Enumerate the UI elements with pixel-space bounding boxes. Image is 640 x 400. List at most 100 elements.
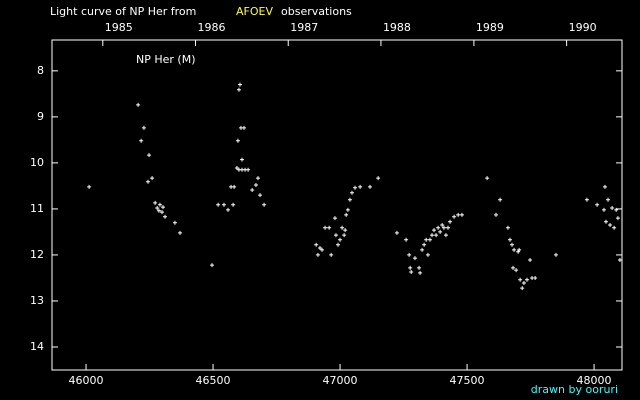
data-point <box>528 258 533 262</box>
data-point <box>412 256 417 261</box>
data-point <box>440 223 445 228</box>
data-point <box>533 275 538 280</box>
title-part: AFOEV <box>236 5 273 18</box>
data-point <box>256 176 261 181</box>
x2-tick-label: 1986 <box>198 21 226 34</box>
data-point <box>221 202 226 207</box>
data-point <box>258 193 263 198</box>
data-point <box>336 242 341 247</box>
data-point <box>420 247 425 252</box>
data-point <box>157 202 162 207</box>
data-point <box>418 270 423 275</box>
data-point <box>521 281 526 286</box>
y-tick-label: 9 <box>37 110 44 123</box>
data-point <box>347 197 352 202</box>
data-point <box>485 176 490 181</box>
data-point <box>617 258 622 262</box>
data-point <box>443 233 448 238</box>
data-point <box>368 184 373 189</box>
data-point <box>338 237 343 242</box>
x2-tick-label: 1985 <box>105 21 133 34</box>
data-point <box>147 153 152 158</box>
data-point <box>320 247 325 252</box>
data-point <box>87 184 92 189</box>
data-point <box>178 230 183 235</box>
data-point <box>606 197 611 202</box>
data-point <box>329 252 334 257</box>
data-point <box>608 223 613 228</box>
data-point <box>553 252 558 257</box>
data-point <box>342 233 347 238</box>
credit: drawn by ooruri <box>531 383 618 396</box>
y-tick-label: 8 <box>37 64 44 77</box>
data-point <box>161 205 166 210</box>
data-point <box>510 242 515 247</box>
data-point <box>343 228 348 233</box>
data-point <box>441 225 446 230</box>
data-point <box>436 225 441 230</box>
data-point <box>430 233 434 238</box>
data-point <box>525 277 529 282</box>
y-tick-label: 11 <box>30 202 44 215</box>
data-point <box>216 202 221 207</box>
data-point <box>448 219 453 224</box>
x-tick-label: 46500 <box>196 374 231 387</box>
data-point <box>159 210 164 215</box>
data-point <box>520 286 525 291</box>
data-point <box>446 225 451 230</box>
x2-tick-label: 1988 <box>383 21 411 34</box>
x-tick-label: 46000 <box>69 374 104 387</box>
y-tick-label: 12 <box>30 248 44 261</box>
data-point <box>434 233 439 238</box>
data-point <box>333 233 338 238</box>
data-point <box>314 242 319 247</box>
data-point <box>172 220 177 225</box>
data-point <box>210 263 215 268</box>
data-point <box>234 165 239 170</box>
data-point <box>262 202 267 207</box>
data-point <box>452 214 457 219</box>
data-point <box>332 216 337 221</box>
data-point <box>153 200 158 205</box>
data-point <box>150 176 155 181</box>
data-point <box>425 252 430 257</box>
data-point <box>163 214 168 219</box>
data-point <box>424 237 429 242</box>
title-part: observations <box>281 5 352 18</box>
data-point <box>584 197 589 202</box>
data-point <box>240 157 244 162</box>
data-point <box>353 185 358 190</box>
data-point <box>456 212 461 217</box>
data-point <box>595 202 600 207</box>
data-point <box>512 247 517 252</box>
data-point <box>376 176 381 181</box>
data-point <box>232 184 237 189</box>
x2-tick-label: 1990 <box>569 21 597 34</box>
data-point <box>141 125 146 130</box>
data-point <box>246 167 251 172</box>
x2-tick-label: 1989 <box>476 21 504 34</box>
data-point <box>231 202 236 207</box>
data-point <box>349 190 354 195</box>
data-point <box>358 184 363 189</box>
data-point <box>407 252 412 257</box>
data-point <box>323 225 328 230</box>
data-point <box>498 197 503 202</box>
data-point <box>226 207 231 212</box>
data-point <box>344 212 349 217</box>
y-tick-label: 14 <box>30 340 44 353</box>
data-point <box>394 230 399 235</box>
data-point <box>237 82 242 87</box>
data-point <box>236 87 241 92</box>
data-point <box>327 225 332 230</box>
data-point <box>253 182 258 187</box>
x2-tick-label: 1987 <box>290 21 318 34</box>
data-point <box>250 188 255 193</box>
data-point <box>603 219 608 224</box>
data-point <box>139 138 144 143</box>
data-point <box>146 179 151 184</box>
data-point <box>601 207 606 212</box>
y-tick-label: 13 <box>30 294 44 307</box>
